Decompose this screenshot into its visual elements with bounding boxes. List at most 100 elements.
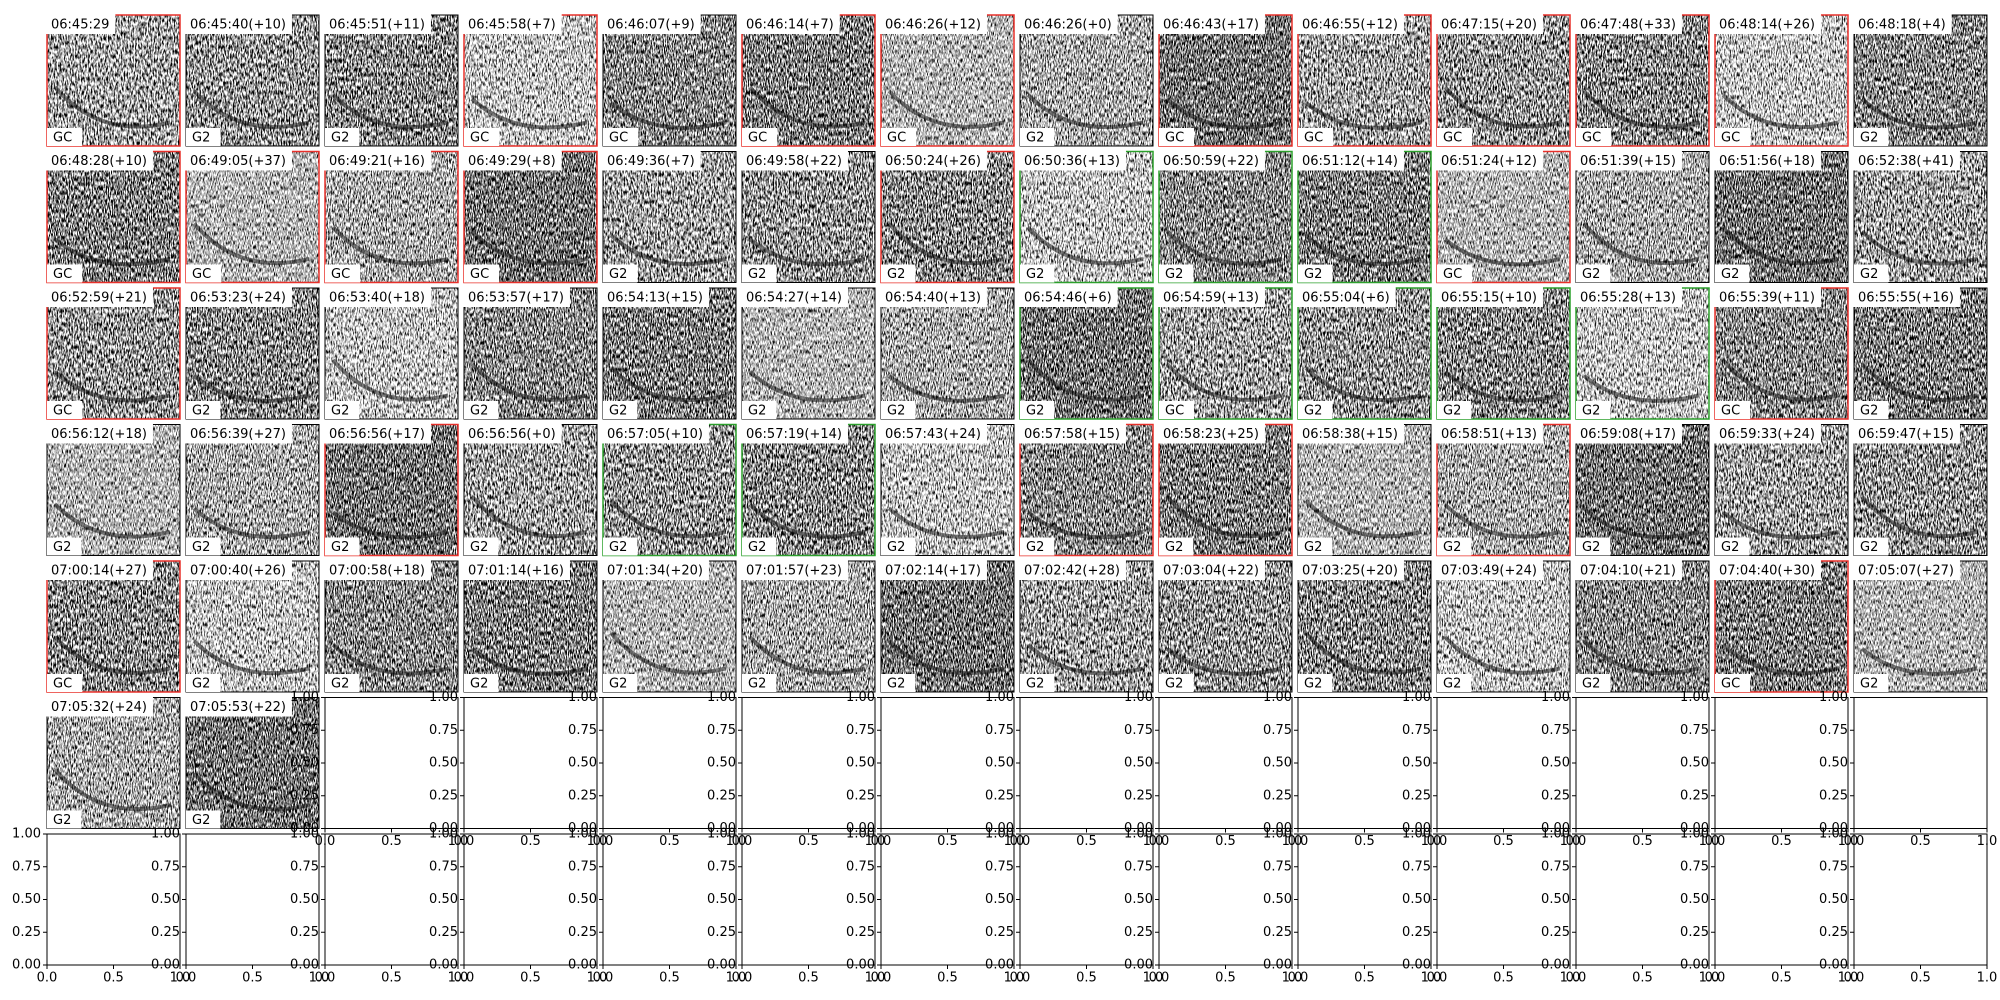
x-tick-label: 0.0	[593, 971, 614, 986]
class-label-bg	[1020, 537, 1055, 556]
y-tick-label: 0.25	[1680, 925, 1709, 940]
y-tick-label: 0.50	[151, 892, 180, 907]
call-trace	[748, 370, 866, 403]
time-label: 06:58:38(+15)	[1302, 427, 1398, 442]
class-label-bg	[1576, 264, 1611, 283]
class-label: G2	[1165, 540, 1183, 555]
time-label: 07:00:40(+26)	[190, 564, 286, 579]
y-tick-label: 0.50	[1541, 756, 1570, 771]
class-label: GC	[1721, 404, 1740, 419]
class-label-bg	[464, 537, 499, 556]
y-tick-label: 0.50	[1124, 892, 1153, 907]
y-tick-label: 0.25	[290, 788, 319, 803]
time-label-bg	[601, 150, 701, 171]
x-tick-label: 0.5	[1910, 971, 1931, 986]
call-trace	[331, 643, 449, 676]
time-label-bg	[1435, 423, 1543, 444]
class-label: G2	[1860, 267, 1878, 282]
call-trace	[331, 510, 449, 540]
class-label: G2	[1721, 267, 1739, 282]
y-tick-label: 0.25	[707, 925, 736, 940]
y-tick-label: 0.50	[1819, 892, 1848, 907]
call-trace	[748, 635, 866, 675]
y-tick-label: 1.00	[1263, 690, 1292, 705]
x-tick-label: 0.5	[381, 834, 402, 849]
class-label-bg	[464, 401, 499, 419]
class-label: G2	[609, 404, 627, 419]
spectrogram-panel: 06:49:58(+22) G2	[740, 150, 876, 283]
time-label-bg	[1157, 423, 1265, 444]
spectrogram-panel: 07:05:53(+22) G2	[184, 696, 320, 829]
time-label: 07:03:49(+24)	[1441, 564, 1537, 579]
class-label: G2	[192, 404, 210, 419]
x-tick-label: 0.5	[1215, 971, 1236, 986]
spectrogram-panel: 06:46:26(+12) GC	[879, 14, 1015, 147]
x-tick-label: 0.5	[103, 971, 124, 986]
call-trace	[1304, 233, 1422, 266]
call-trace	[887, 89, 1005, 129]
x-tick-label: 0.0	[1427, 971, 1448, 986]
x-tick-label: 0.0	[454, 971, 475, 986]
y-tick-label: 0.25	[429, 925, 458, 940]
class-label: G2	[192, 131, 210, 146]
x-tick-label: 0.0	[176, 971, 197, 986]
spectrogram-panel: 06:45:58(+7) GC	[462, 14, 598, 147]
time-label: 06:49:58(+22)	[746, 154, 842, 169]
class-label: GC	[53, 404, 72, 419]
time-label: 06:54:40(+13)	[885, 291, 981, 306]
empty-axes: 0.00 0.25 0.50 0.75 1.00 0.0 0.5 1.0	[1402, 827, 1580, 986]
spectrogram-panel: 06:49:29(+8) GC	[462, 150, 598, 284]
y-tick-label: 0.50	[985, 892, 1014, 907]
time-label-bg	[1296, 14, 1404, 34]
time-label-bg	[462, 423, 562, 444]
time-label: 06:52:38(+41)	[1858, 154, 1954, 169]
y-tick-label: 1.00	[429, 690, 458, 705]
call-trace	[331, 226, 449, 266]
x-tick-label: 0.5	[1076, 971, 1097, 986]
class-label-bg	[1437, 128, 1473, 146]
y-tick-label: 0.00	[290, 821, 319, 836]
time-label-bg	[462, 287, 570, 307]
call-trace	[887, 222, 1005, 266]
call-trace	[1860, 362, 1978, 402]
y-tick-label: 0.50	[290, 756, 319, 771]
class-label: G2	[748, 677, 766, 692]
call-trace	[1304, 366, 1422, 403]
class-label: G2	[748, 540, 766, 555]
time-label: 06:58:51(+13)	[1441, 427, 1537, 442]
spectrogram-panel: 06:53:23(+24) G2	[184, 287, 320, 420]
y-tick-label: 0.75	[846, 723, 875, 738]
call-trace	[53, 502, 171, 539]
time-label-bg	[1018, 287, 1118, 307]
class-label: G2	[331, 404, 349, 419]
time-label-bg	[1574, 287, 1682, 307]
spectrogram-panel: 06:48:14(+26) GC	[1713, 14, 1849, 147]
time-label: 06:56:39(+27)	[190, 427, 286, 442]
y-tick-label: 0.25	[985, 925, 1014, 940]
time-label: 06:46:26(+0)	[1024, 18, 1112, 33]
class-label: G2	[331, 677, 349, 692]
x-tick-label: 0.5	[1632, 971, 1653, 986]
x-tick-label: 0.5	[1771, 971, 1792, 986]
class-label-bg	[1715, 128, 1751, 146]
time-label: 06:50:36(+13)	[1024, 154, 1120, 169]
class-label: G2	[331, 540, 349, 555]
call-trace	[1026, 226, 1144, 266]
time-label: 06:54:46(+6)	[1024, 291, 1112, 306]
class-label-bg	[603, 128, 639, 146]
class-label: GC	[1165, 131, 1184, 146]
time-label: 06:55:39(+11)	[1719, 291, 1815, 306]
class-label-bg	[742, 674, 777, 692]
time-label: 07:03:04(+22)	[1163, 564, 1259, 579]
y-tick-label: 1.00	[1819, 690, 1848, 705]
x-tick-label: 0.5	[1493, 834, 1514, 849]
call-trace	[470, 647, 588, 676]
time-label-bg	[323, 560, 431, 580]
class-label-bg	[881, 401, 916, 419]
class-label-bg	[1576, 537, 1611, 556]
class-label: G2	[1721, 540, 1739, 555]
call-trace	[1721, 643, 1839, 676]
class-label-bg	[742, 537, 777, 556]
spectrogram-panel: 06:58:23(+25) G2	[1157, 423, 1293, 557]
call-trace	[1026, 93, 1144, 130]
